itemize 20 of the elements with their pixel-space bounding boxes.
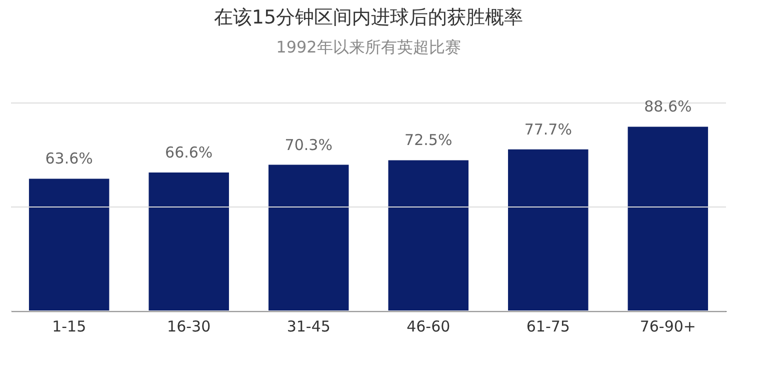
bar [28, 178, 110, 311]
x-tick-label: 31-45 [286, 318, 330, 336]
data-label: 77.7% [524, 120, 572, 138]
bar [508, 149, 588, 311]
data-label: 70.3% [284, 136, 332, 154]
x-tick-label: 16-30 [167, 318, 211, 336]
data-label: 63.6% [45, 150, 93, 168]
data-label: 66.6% [165, 143, 213, 162]
x-tick-label: 76-90+ [640, 318, 696, 336]
x-tick-label: 1-15 [52, 318, 86, 336]
bar [388, 160, 469, 311]
chart-title: 在该15分钟区间内进球后的获胜概率 [214, 6, 524, 29]
x-tick-label: 61-75 [526, 318, 570, 336]
data-label: 88.6% [644, 98, 692, 116]
bar [268, 164, 349, 311]
x-tick-label: 46-60 [406, 318, 450, 336]
chart-subtitle: 1992年以来所有英超比赛 [276, 38, 461, 57]
bar [148, 172, 229, 311]
bar [628, 126, 708, 311]
data-label: 72.5% [404, 131, 452, 150]
